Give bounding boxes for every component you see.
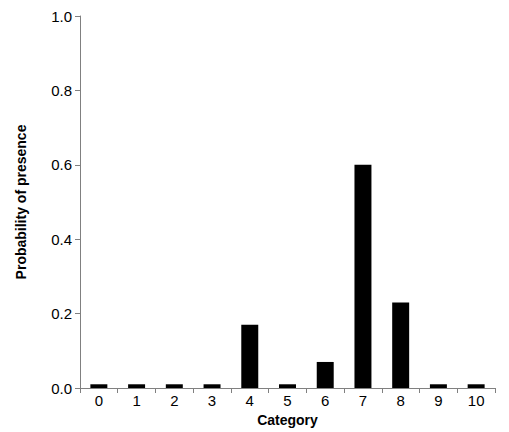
svg-text:0.8: 0.8	[51, 82, 72, 99]
svg-text:Probability of presence: Probability of presence	[13, 124, 29, 279]
svg-text:2: 2	[170, 392, 178, 409]
svg-text:1.0: 1.0	[51, 8, 72, 25]
svg-text:0: 0	[95, 392, 103, 409]
svg-text:6: 6	[321, 392, 329, 409]
svg-text:0.0: 0.0	[51, 380, 72, 397]
svg-text:3: 3	[208, 392, 216, 409]
svg-text:4: 4	[246, 392, 254, 409]
svg-text:0.2: 0.2	[51, 305, 72, 322]
svg-text:8: 8	[397, 392, 405, 409]
svg-text:1: 1	[132, 392, 140, 409]
svg-text:0.6: 0.6	[51, 156, 72, 173]
svg-text:Category: Category	[257, 412, 318, 428]
svg-text:0.4: 0.4	[51, 231, 72, 248]
svg-text:10: 10	[468, 392, 485, 409]
svg-text:7: 7	[359, 392, 367, 409]
svg-text:9: 9	[434, 392, 442, 409]
svg-text:5: 5	[283, 392, 291, 409]
